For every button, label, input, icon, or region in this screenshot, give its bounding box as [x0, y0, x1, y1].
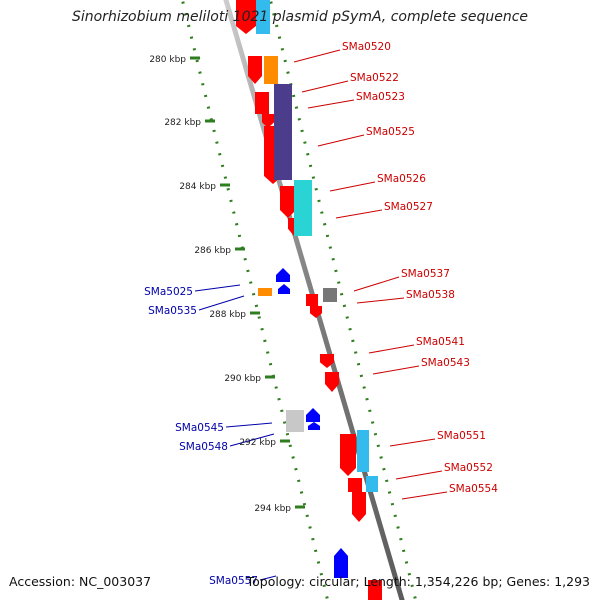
gene-label-forward[interactable]: SMa0520: [342, 41, 391, 53]
gene-label-forward[interactable]: SMa0523: [356, 91, 405, 103]
gene-label-forward[interactable]: SMa0551: [437, 430, 486, 442]
gene-label-forward[interactable]: SMa0538: [406, 289, 455, 301]
label-leader: [198, 295, 245, 311]
topology-summary: Topology: circular; Length: 1,354,226 bp…: [246, 574, 590, 589]
label-leader: [317, 134, 365, 147]
map-title: Sinorhizobium meliloti 1021 plasmid pSym…: [71, 9, 529, 25]
gene-label-forward[interactable]: SMa0526: [377, 173, 426, 185]
gene-label-reverse[interactable]: SMa0545: [175, 422, 224, 434]
cds-forward[interactable]: [255, 92, 269, 114]
cds-reverse[interactable]: [276, 268, 290, 282]
gene-label-forward[interactable]: SMa0522: [350, 72, 399, 84]
label-leader: [225, 422, 273, 428]
cds-forward[interactable]: [348, 478, 362, 492]
cds-forward[interactable]: [320, 354, 334, 368]
cds-forward[interactable]: [368, 580, 382, 600]
cds-forward[interactable]: [262, 114, 274, 128]
cog-block[interactable]: [258, 288, 272, 296]
cds-forward[interactable]: [280, 186, 296, 218]
gene-label-reverse[interactable]: SMa0557: [209, 575, 258, 587]
gene-label-forward[interactable]: SMa0527: [384, 201, 433, 213]
label-leader: [395, 470, 443, 480]
label-leader: [229, 433, 275, 447]
gene-label-forward[interactable]: SMa0537: [401, 268, 450, 280]
cds-reverse[interactable]: [308, 422, 320, 430]
gene-label-reverse[interactable]: SMa5025: [144, 286, 193, 298]
label-leader: [353, 276, 400, 292]
label-leader: [293, 49, 341, 63]
label-leader: [372, 365, 420, 375]
gene-label-forward[interactable]: SMa0552: [444, 462, 493, 474]
label-leader: [307, 99, 355, 109]
scale-label: 284 kbp: [179, 182, 216, 192]
cds-forward[interactable]: [340, 434, 356, 476]
cog-block[interactable]: [323, 288, 337, 302]
cog-block[interactable]: [256, 0, 270, 34]
cds-reverse[interactable]: [278, 284, 290, 294]
cog-block[interactable]: [357, 430, 369, 472]
cds-forward[interactable]: [248, 56, 262, 84]
label-leader: [301, 80, 349, 93]
gene-label-forward[interactable]: SMa0525: [366, 126, 415, 138]
label-leader: [194, 284, 241, 292]
gene-label-reverse[interactable]: SMa0548: [179, 441, 228, 453]
cog-block[interactable]: [264, 56, 278, 84]
cds-forward[interactable]: [306, 294, 318, 306]
cog-block[interactable]: [366, 476, 378, 492]
scale-label: 294 kbp: [254, 504, 291, 514]
label-leader: [329, 181, 376, 192]
gene-label-reverse[interactable]: SMa0535: [148, 305, 197, 317]
cds-forward[interactable]: [352, 492, 366, 522]
scale-label: 292 kbp: [239, 438, 276, 448]
label-leader: [356, 297, 405, 304]
cds-reverse[interactable]: [334, 548, 348, 578]
cog-block[interactable]: [274, 84, 292, 180]
scale-label: 290 kbp: [224, 374, 261, 384]
cog-block[interactable]: [294, 180, 312, 236]
gene-label-forward[interactable]: SMa0554: [449, 483, 498, 495]
gene-label-forward[interactable]: SMa0543: [421, 357, 470, 369]
label-leader: [259, 575, 277, 581]
label-leader: [368, 344, 415, 354]
label-leader: [335, 209, 383, 219]
scale-label: 280 kbp: [149, 55, 186, 65]
label-leader: [401, 491, 448, 500]
accession-text: Accession: NC_003037: [9, 574, 152, 589]
cds-reverse[interactable]: [306, 408, 320, 422]
cog-block[interactable]: [286, 410, 304, 432]
scale-label: 286 kbp: [194, 246, 231, 256]
gene-label-forward[interactable]: SMa0541: [416, 336, 465, 348]
cds-forward[interactable]: [325, 372, 339, 392]
cds-forward[interactable]: [236, 0, 256, 34]
scale-label: 282 kbp: [164, 118, 201, 128]
cds-forward[interactable]: [310, 306, 322, 318]
label-leader: [389, 438, 436, 447]
scale-label: 288 kbp: [209, 310, 246, 320]
